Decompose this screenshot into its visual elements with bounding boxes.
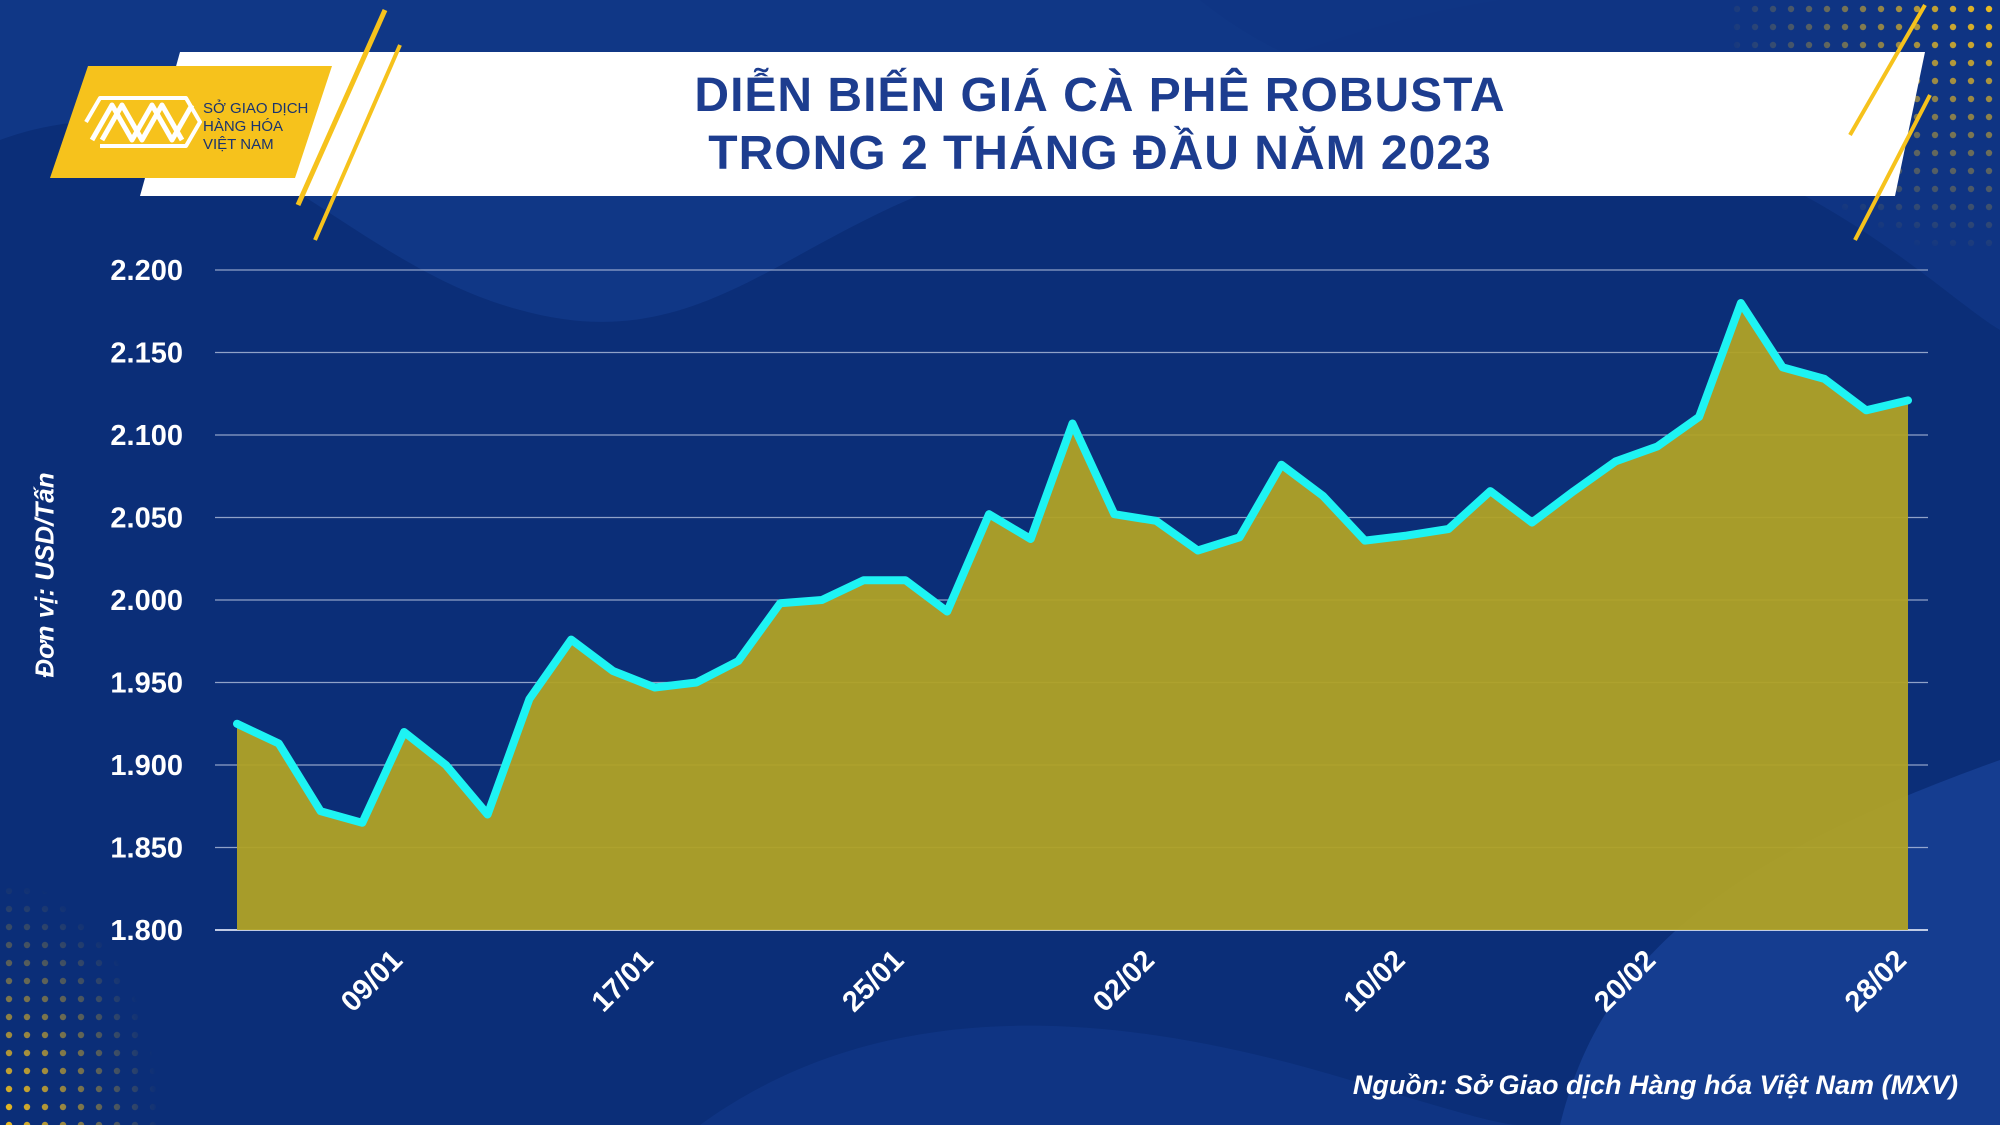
- x-tick-label: 02/02: [1087, 944, 1161, 1018]
- y-tick-label: 2.100: [110, 420, 183, 452]
- logo-text-line3: VIỆT NAM: [203, 136, 274, 153]
- logo-text-line1: SỞ GIAO DỊCH: [203, 100, 309, 117]
- y-tick-label: 2.000: [110, 585, 183, 617]
- accent-stripe-2: [313, 44, 402, 241]
- chart-title-line1: DIỄN BIẾN GIÁ CÀ PHÊ ROBUSTA: [694, 69, 1506, 122]
- accent-stripe-3: [1848, 4, 1927, 136]
- x-tick-label: 20/02: [1588, 944, 1662, 1018]
- y-tick-label: 2.050: [110, 503, 183, 535]
- y-tick-label: 1.800: [110, 915, 183, 947]
- source-note: Nguồn: Sở Giao dịch Hàng hóa Việt Nam (M…: [1352, 1070, 1958, 1100]
- mxv-logo-icon: [84, 96, 202, 148]
- x-tick-label: 17/01: [586, 944, 660, 1018]
- price-area: [237, 303, 1908, 930]
- logo-text-line2: HÀNG HÓA: [203, 118, 284, 135]
- x-tick-label: 09/01: [335, 944, 409, 1018]
- price-line: [233, 299, 1912, 827]
- x-tick-label: 25/01: [836, 944, 910, 1018]
- y-tick-label: 1.900: [110, 750, 183, 782]
- dots-bottom-left: [0, 880, 160, 1125]
- y-tick-label: 2.200: [110, 255, 183, 287]
- y-tick-labels: 1.800 1.850 1.900 1.950 2.000 2.050 2.100 2.150…: [110, 255, 183, 947]
- area-layer: [233, 299, 1912, 930]
- logo-yellow-panel: [50, 66, 332, 178]
- chart-title-line2: TRONG 2 THÁNG ĐẦU NĂM 2023: [708, 127, 1492, 180]
- y-tick-label: 1.950: [110, 668, 183, 700]
- y-axis-label: Đơn vị: USD/Tấn: [29, 472, 60, 678]
- y-tick-label: 2.150: [110, 338, 183, 370]
- accent-stripe-1: [295, 8, 388, 207]
- y-tick-label: 1.850: [110, 833, 183, 865]
- accent-stripe-4: [1853, 94, 1932, 241]
- bg-wave-bottom: [700, 1025, 1520, 1125]
- x-tick-label: 28/02: [1839, 944, 1913, 1018]
- title-banner: [140, 52, 1925, 196]
- x-tick-labels: 09/01 17/01 25/01 02/02 10/02 20/02 28/02: [335, 944, 1913, 1018]
- x-tick-label: 10/02: [1338, 944, 1412, 1018]
